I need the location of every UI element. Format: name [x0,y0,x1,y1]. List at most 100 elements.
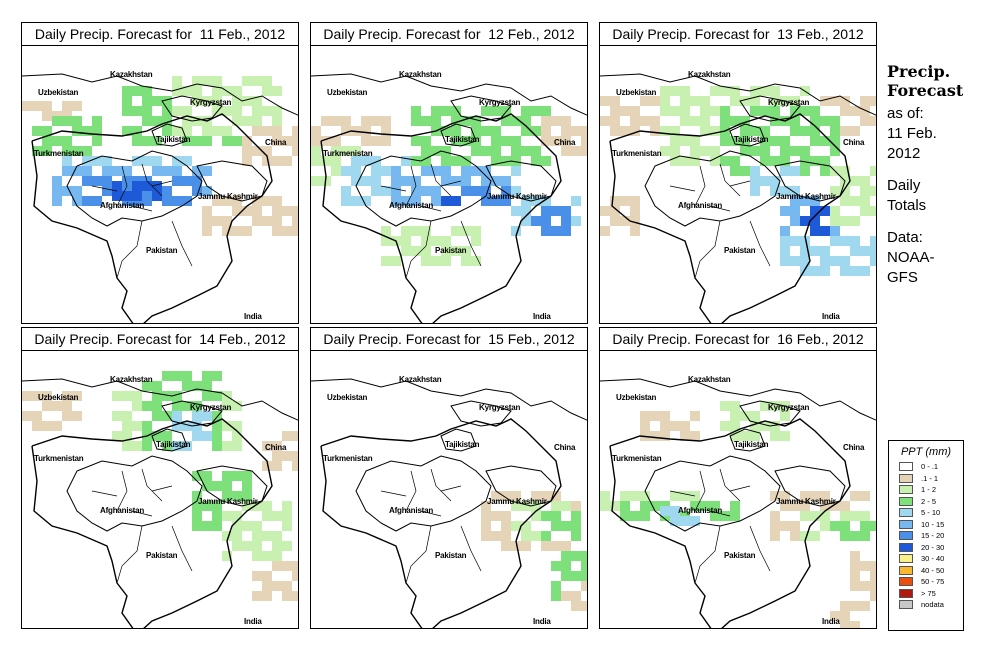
map-label-jammu-kashmir: Jammu Kashmir [487,192,547,201]
map-label-tajikistan: Tajikistan [445,440,480,449]
map-label-pakistan: Pakistan [724,246,756,255]
precip-legend: PPT (mm) 0 - .1 .1 - 1 1 - 2 2 - 5 5 - 10 10 … [888,440,964,631]
map-label-turkmenistan: Turkmenistan [612,454,662,463]
panel-title: Daily Precip. Forecast for 11 Feb., 2012 [21,22,299,46]
legend-label: .1 - 1 [921,473,939,483]
map-label-jammu-kashmir: Jammu Kashmir [198,192,258,201]
map-label-india: India [244,312,262,321]
map-label-tajikistan: Tajikistan [156,135,191,144]
legend-label: 40 - 50 [921,565,945,575]
map-label-pakistan: Pakistan [724,551,756,560]
legend-item: 30 - 40 [889,553,963,565]
legend-swatch [899,531,913,540]
data-source-line1: NOAA- [887,249,935,266]
legend-label: > 75 [921,588,936,598]
map-label-kazakhstan: Kazakhstan [399,375,442,384]
map-label-pakistan: Pakistan [435,551,467,560]
map-label-uzbekistan: Uzbekistan [616,393,657,402]
map-label-pakistan: Pakistan [146,246,178,255]
map-label-turkmenistan: Turkmenistan [323,454,373,463]
map-label-kyrgyzstan: Kyrgyzstan [768,98,810,107]
legend-item: 50 - 75 [889,576,963,588]
legend-swatch [899,600,913,609]
map-label-china: China [554,443,576,452]
country-borders [22,73,298,323]
map-label-jammu-kashmir: Jammu Kashmir [776,497,836,506]
panel-title: Daily Precip. Forecast for 12 Feb., 2012 [310,22,588,46]
legend-swatch [899,473,913,483]
legend-label: 15 - 20 [921,531,945,540]
map-svg [22,73,298,323]
precip-map: Kazakhstan Uzbekistan Kyrgyzstan Turkmenist… [599,45,877,324]
daily-label-line2: Totals [887,197,927,214]
precip-map: Kazakhstan Uzbekistan Kyrgyzstan Turkmenist… [599,350,877,629]
map-svg [22,371,298,628]
legend-item: 40 - 50 [889,565,963,577]
map-label-kazakhstan: Kazakhstan [110,70,153,79]
legend-label: 30 - 40 [921,554,945,563]
legend-swatch [899,462,913,471]
map-label-afghanistan: Afghanistan [389,201,434,210]
map-label-jammu-kashmir: Jammu Kashmir [776,192,836,201]
legend-label: 5 - 10 [921,508,941,517]
legend-label: 0 - .1 [921,462,939,471]
legend-swatch [899,577,913,586]
side-title-line1: Precip. [887,62,951,81]
legend-item: 0 - .1 [889,461,963,473]
precip-cells [22,76,298,236]
legend-swatch [899,588,913,598]
forecast-panel: Daily Precip. Forecast for 13 Feb., 2012… [599,22,877,324]
legend-item: 5 - 10 [889,507,963,519]
precip-cells [22,371,298,601]
legend-swatch [899,485,913,494]
daily-label-line1: Daily [887,177,921,194]
map-label-china: China [554,138,576,147]
map-label-kyrgyzstan: Kyrgyzstan [768,403,810,412]
map-label-kazakhstan: Kazakhstan [688,375,731,384]
legend-swatch [899,565,913,575]
forecast-panel: Daily Precip. Forecast for 15 Feb., 2012… [310,327,588,629]
map-label-turkmenistan: Turkmenistan [34,149,84,158]
panel-title: Daily Precip. Forecast for 15 Feb., 2012 [310,327,588,351]
precip-map: Kazakhstan Uzbekistan Kyrgyzstan Turkmenist… [310,350,588,629]
map-label-kyrgyzstan: Kyrgyzstan [479,98,521,107]
map-svg [600,73,876,323]
legend-label: 50 - 75 [921,577,945,586]
legend-label: 2 - 5 [921,496,937,506]
asof-date-line2: 2012 [887,145,921,162]
country-borders [311,73,587,323]
precip-cells [600,86,876,276]
map-label-tajikistan: Tajikistan [156,440,191,449]
precip-map: Kazakhstan Uzbekistan Kyrgyzstan Turkmenist… [21,350,299,629]
legend-item: > 75 [889,588,963,600]
map-label-kazakhstan: Kazakhstan [688,70,731,79]
precip-cells [311,106,587,266]
forecast-panel: Daily Precip. Forecast for 16 Feb., 2012… [599,327,877,629]
map-svg [600,378,876,628]
map-label-india: India [822,617,840,626]
map-label-afghanistan: Afghanistan [678,506,723,515]
map-label-china: China [843,138,865,147]
legend-swatch [899,519,913,529]
map-label-tajikistan: Tajikistan [734,440,769,449]
map-label-india: India [533,312,551,321]
asof-label: as of: [887,105,924,122]
map-label-kazakhstan: Kazakhstan [399,70,442,79]
map-label-kazakhstan: Kazakhstan [110,375,153,384]
map-label-turkmenistan: Turkmenistan [323,149,373,158]
precip-map: Kazakhstan Uzbekistan Kyrgyzstan Turkmenist… [21,45,299,324]
map-label-uzbekistan: Uzbekistan [616,88,657,97]
map-label-uzbekistan: Uzbekistan [327,88,368,97]
map-label-india: India [244,617,262,626]
map-label-china: China [265,443,287,452]
map-label-turkmenistan: Turkmenistan [612,149,662,158]
info-sidebar: Precip. Forecast as of: 11 Feb. 2012 Dai… [887,62,983,288]
legend-swatch [899,554,913,563]
map-label-jammu-kashmir: Jammu Kashmir [198,497,258,506]
map-label-pakistan: Pakistan [435,246,467,255]
country-borders [600,378,876,628]
map-label-kyrgyzstan: Kyrgyzstan [190,403,232,412]
legend-label: nodata [921,600,944,609]
map-label-turkmenistan: Turkmenistan [34,454,84,463]
panel-title: Daily Precip. Forecast for 16 Feb., 2012 [599,327,877,351]
